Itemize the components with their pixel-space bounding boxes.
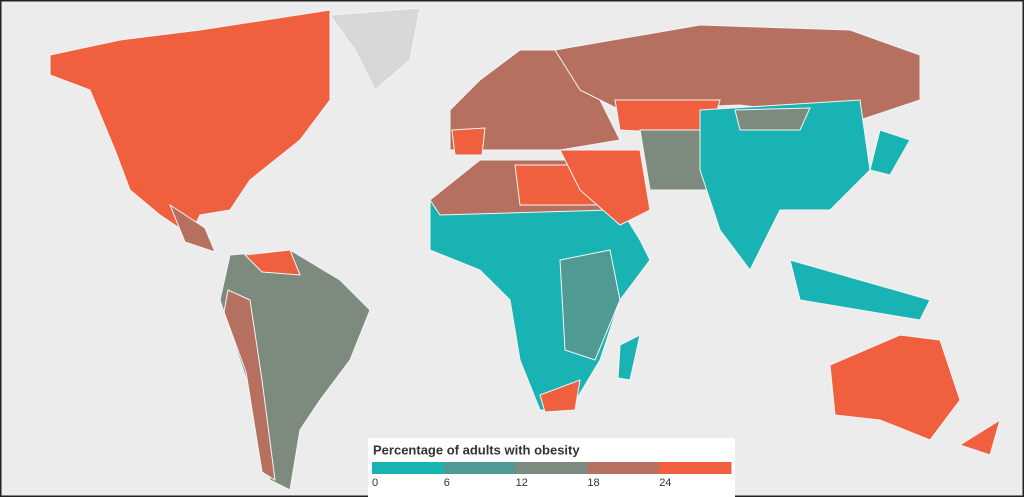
south-africa [539, 379, 581, 413]
australia [829, 334, 961, 441]
japan [869, 129, 911, 176]
mongolia [734, 107, 811, 131]
legend-swatch [587, 462, 660, 474]
legend: Percentage of adults with obesity 0 6 12 18… [368, 438, 735, 497]
legend-tick-label: 12 [516, 477, 528, 489]
venezuela [243, 249, 301, 276]
southeast-asia [789, 259, 931, 321]
iberia [451, 127, 486, 156]
south-america [219, 249, 371, 491]
madagascar [617, 334, 641, 381]
legend-tick-label: 0 [372, 477, 378, 489]
regions [49, 7, 1001, 491]
legend-swatch [659, 462, 732, 474]
russia [554, 24, 921, 121]
north-america [49, 9, 331, 236]
legend-swatch [372, 462, 445, 474]
legend-title: Percentage of adults with obesity [373, 442, 580, 457]
legend-tick-label: 24 [659, 477, 671, 489]
legend-tick-label: 6 [444, 477, 450, 489]
central-america [168, 203, 216, 253]
china-india [699, 99, 871, 271]
legend-swatch [443, 462, 517, 474]
middle-east [559, 149, 651, 226]
new-zealand [958, 418, 1001, 456]
legend-swatch [515, 462, 588, 474]
east-africa [559, 249, 621, 361]
greenland [329, 7, 421, 91]
andes [223, 289, 276, 481]
legend-tick-label: 18 [587, 477, 599, 489]
